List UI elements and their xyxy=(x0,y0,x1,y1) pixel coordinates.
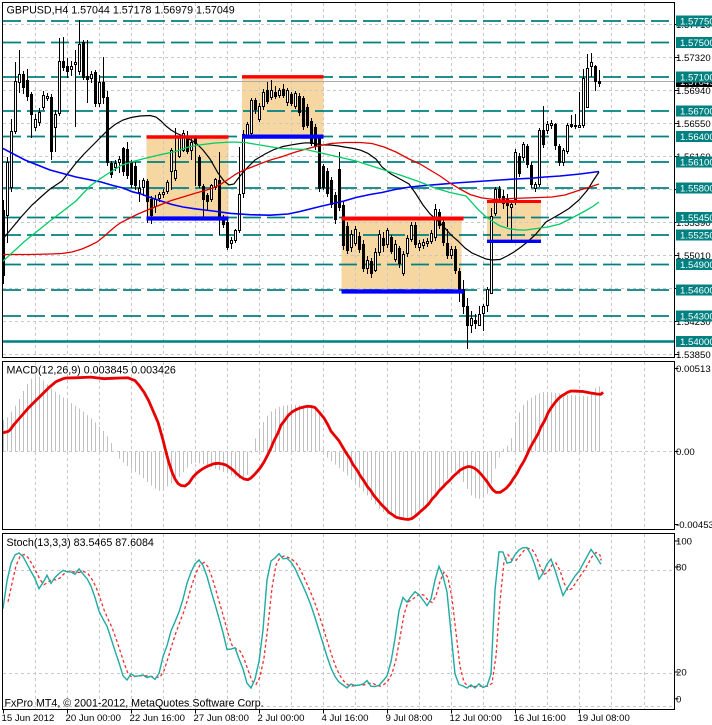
svg-text:0.00: 0.00 xyxy=(676,447,695,458)
svg-text:Stoch(13,3,3) 83.5465 87.6084: Stoch(13,3,3) 83.5465 87.6084 xyxy=(7,537,154,549)
svg-text:20 Jun 00:00: 20 Jun 00:00 xyxy=(66,713,121,724)
svg-text:1.55800: 1.55800 xyxy=(680,184,712,195)
svg-text:1.54000: 1.54000 xyxy=(680,337,712,348)
svg-text:0: 0 xyxy=(676,694,681,705)
svg-text:12 Jul 00:00: 12 Jul 00:00 xyxy=(450,713,502,724)
svg-text:2 Jul 00:00: 2 Jul 00:00 xyxy=(258,713,305,724)
svg-text:27 Jun 08:00: 27 Jun 08:00 xyxy=(194,713,249,724)
svg-text:MACD(12,26,9) 0.003845 0.00342: MACD(12,26,9) 0.003845 0.003426 xyxy=(7,365,176,377)
svg-text:15 Jun 2012: 15 Jun 2012 xyxy=(2,713,55,724)
svg-text:9 Jul 08:00: 9 Jul 08:00 xyxy=(386,713,433,724)
svg-text:80: 80 xyxy=(676,563,687,574)
svg-text:1.54300: 1.54300 xyxy=(680,312,712,323)
svg-text:1.57750: 1.57750 xyxy=(680,17,712,28)
svg-text:1.55010: 1.55010 xyxy=(676,251,711,262)
svg-text:4 Jul 16:00: 4 Jul 16:00 xyxy=(322,713,369,724)
svg-text:1.56400: 1.56400 xyxy=(680,132,712,143)
svg-text:1.55390: 1.55390 xyxy=(676,218,711,229)
svg-text:20: 20 xyxy=(676,668,687,679)
svg-text:1.55250: 1.55250 xyxy=(680,231,712,242)
svg-text:100: 100 xyxy=(676,537,692,548)
svg-text:1.54230: 1.54230 xyxy=(676,317,711,328)
svg-text:1.57100: 1.57100 xyxy=(680,73,712,84)
svg-text:1.56550: 1.56550 xyxy=(676,119,711,130)
svg-text:1.53850: 1.53850 xyxy=(676,350,711,361)
svg-text:1.55450: 1.55450 xyxy=(680,213,712,224)
svg-text:19 Jul 08:00: 19 Jul 08:00 xyxy=(578,713,630,724)
svg-text:-0.00453: -0.00453 xyxy=(676,520,712,531)
svg-text:22 Jun 16:00: 22 Jun 16:00 xyxy=(130,713,185,724)
svg-text:1.57500: 1.57500 xyxy=(680,38,712,49)
svg-text:0.00513: 0.00513 xyxy=(676,364,711,375)
svg-text:1.54600: 1.54600 xyxy=(680,286,712,297)
svg-text:1.57320: 1.57320 xyxy=(676,53,711,64)
svg-text:16 Jul 16:00: 16 Jul 16:00 xyxy=(514,713,566,724)
svg-text:1.56100: 1.56100 xyxy=(680,158,712,169)
svg-text:1.54900: 1.54900 xyxy=(680,260,712,271)
svg-text:GBPUSD,H4 1.57044 1.57178 1.5: GBPUSD,H4 1.57044 1.57178 1.56979 1.5704… xyxy=(7,5,235,17)
svg-text:1.56940: 1.56940 xyxy=(676,86,711,97)
svg-text:FxPro MT4, © 2001-2012, MetaQu: FxPro MT4, © 2001-2012, MetaQuotes Softw… xyxy=(5,698,264,710)
svg-text:1.56700: 1.56700 xyxy=(680,107,712,118)
